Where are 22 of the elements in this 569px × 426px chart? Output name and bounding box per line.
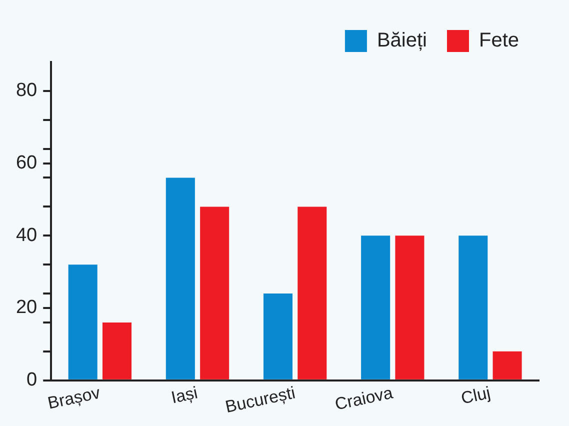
bar [492, 351, 522, 380]
y-tick-label: 40 [16, 224, 38, 246]
bar [200, 206, 230, 380]
legend-label: Fete [478, 30, 520, 52]
bar [395, 236, 424, 380]
bar [263, 294, 293, 380]
legend-label: Băieți [376, 30, 427, 52]
y-tick-label: 0 [26, 370, 38, 391]
y-tick-label: 80 [16, 80, 38, 102]
bar [68, 264, 98, 380]
x-tick-label: Craiova [333, 383, 395, 414]
x-tick-label: Cluj [459, 383, 492, 408]
y-tick-label: 20 [16, 297, 38, 318]
x-tick-label: Brașov [46, 383, 102, 413]
bar [102, 322, 132, 380]
bar [166, 178, 195, 380]
x-tick-label: București [224, 383, 297, 417]
bar [298, 206, 327, 380]
y-tick-label: 60 [16, 152, 38, 174]
bar [458, 236, 488, 380]
bar [361, 236, 390, 380]
x-tick-label: Iași [169, 383, 200, 408]
